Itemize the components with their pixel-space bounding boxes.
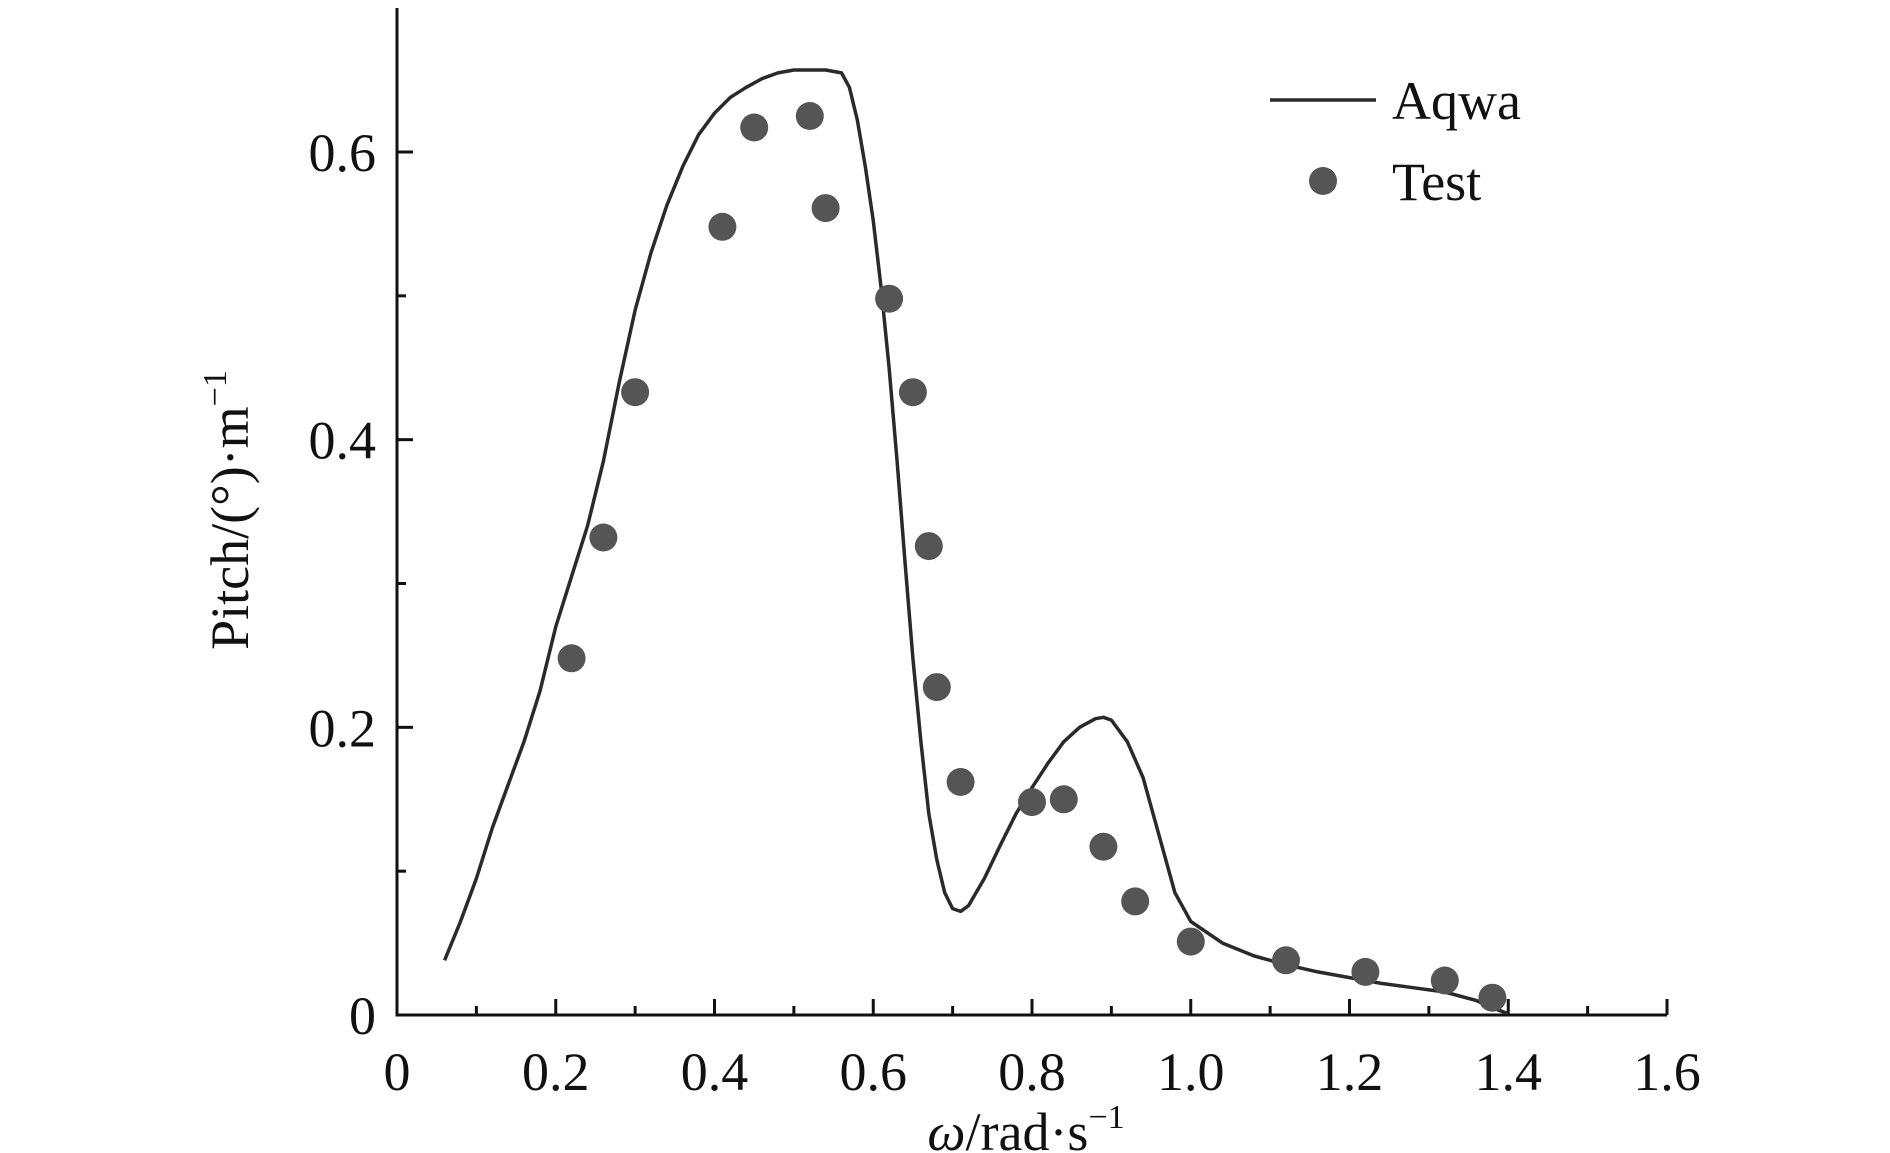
x-tick-label: 1.6 — [1633, 1042, 1701, 1102]
y-axis-title-main: Pitch/(°)·m — [200, 406, 260, 650]
test-data-point — [1049, 785, 1078, 814]
x-axis-title-sup: −1 — [1088, 1099, 1124, 1136]
test-data-point — [795, 102, 824, 130]
test-data-point — [1351, 957, 1380, 986]
x-tick-label: 0.6 — [840, 1042, 908, 1102]
test-data-point — [1176, 927, 1205, 956]
test-data-point — [1089, 832, 1118, 861]
x-axis-title-main: /rad·s — [966, 1102, 1089, 1153]
test-data-point — [946, 768, 975, 796]
y-tick-label: 0.4 — [309, 411, 377, 471]
x-tick-label: 0.4 — [681, 1042, 749, 1102]
x-tick-label: 0 — [384, 1042, 411, 1102]
test-data-point — [1272, 946, 1300, 975]
test-data-point — [708, 212, 737, 241]
aqwa-series-line — [442, 68, 1509, 1016]
test-data-point — [621, 378, 650, 407]
x-tick-label: 1.4 — [1475, 1042, 1543, 1102]
y-tick-label: 0 — [349, 986, 376, 1046]
y-axis-title-sup: −1 — [197, 370, 234, 406]
test-data-point — [1478, 983, 1507, 1012]
test-data-point — [740, 113, 769, 142]
x-tick-label: 1.0 — [1157, 1042, 1225, 1102]
test-data-point — [1430, 966, 1459, 995]
legend-label-aqwa: Aqwa — [1392, 71, 1521, 131]
test-data-point — [811, 194, 840, 223]
test-data-point — [922, 673, 951, 702]
x-tick-label: 0.2 — [522, 1042, 590, 1102]
test-data-point — [1018, 788, 1046, 817]
x-tick-label: 1.2 — [1316, 1042, 1384, 1102]
y-axis-title: Pitch/(°)·m−1 — [197, 370, 260, 650]
legend-label-test: Test — [1392, 152, 1481, 212]
x-tick-label: 0.8 — [998, 1042, 1066, 1102]
x-axis-title: ω/rad·s−1 — [927, 1099, 1124, 1153]
test-data-point — [875, 284, 904, 313]
test-data-point — [914, 532, 943, 561]
legend-marker-sample — [1309, 167, 1337, 195]
x-axis-title-symbol: ω — [927, 1102, 965, 1153]
legend: Aqwa Test — [1270, 71, 1521, 212]
y-tick-label: 0.6 — [309, 123, 377, 183]
y-tick-label: 0.2 — [309, 698, 377, 758]
test-data-point — [557, 644, 586, 673]
plot-area: 0 0.2 0.4 0.6 0.8 1.0 1.2 1.4 1.6 0 0.2 0.4 0.6 — [309, 8, 1701, 1102]
test-data-point — [1121, 887, 1150, 916]
test-data-point — [898, 378, 927, 407]
test-data-point — [589, 523, 618, 552]
